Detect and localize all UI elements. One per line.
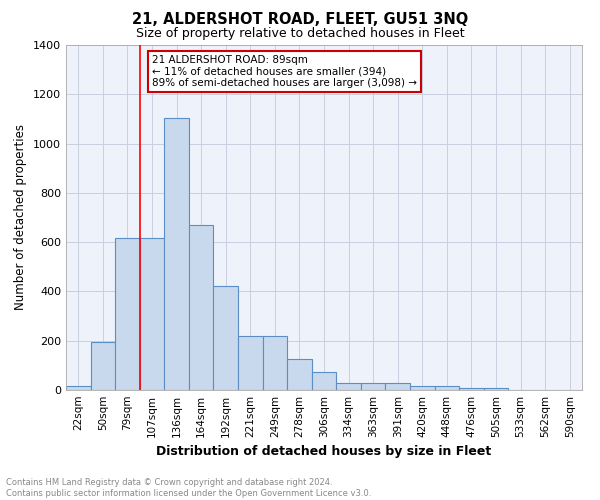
Bar [263,336,287,390]
Bar [312,372,336,390]
Bar [91,342,115,390]
Bar [238,336,263,390]
X-axis label: Distribution of detached houses by size in Fleet: Distribution of detached houses by size … [157,446,491,458]
Bar [459,388,484,390]
Text: 21 ALDERSHOT ROAD: 89sqm
← 11% of detached houses are smaller (394)
89% of semi-: 21 ALDERSHOT ROAD: 89sqm ← 11% of detach… [152,55,417,88]
Bar [214,286,238,390]
Bar [336,382,361,390]
Bar [385,383,410,390]
Bar [484,388,508,390]
Bar [287,359,312,390]
Bar [410,386,434,390]
Bar [434,386,459,390]
Text: Contains HM Land Registry data © Crown copyright and database right 2024.
Contai: Contains HM Land Registry data © Crown c… [6,478,371,498]
Text: Size of property relative to detached houses in Fleet: Size of property relative to detached ho… [136,28,464,40]
Y-axis label: Number of detached properties: Number of detached properties [14,124,28,310]
Bar [66,386,91,390]
Text: 21, ALDERSHOT ROAD, FLEET, GU51 3NQ: 21, ALDERSHOT ROAD, FLEET, GU51 3NQ [132,12,468,28]
Bar [361,383,385,390]
Bar [140,238,164,390]
Bar [164,118,189,390]
Bar [189,225,214,390]
Bar [115,238,140,390]
